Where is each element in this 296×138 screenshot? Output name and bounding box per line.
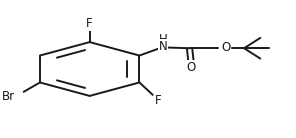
Text: O: O [221, 41, 231, 54]
Text: O: O [186, 61, 196, 74]
Text: N: N [159, 40, 168, 53]
Text: H: H [159, 33, 168, 47]
Text: F: F [155, 94, 162, 107]
Text: F: F [86, 17, 93, 30]
Text: Br: Br [1, 90, 15, 103]
